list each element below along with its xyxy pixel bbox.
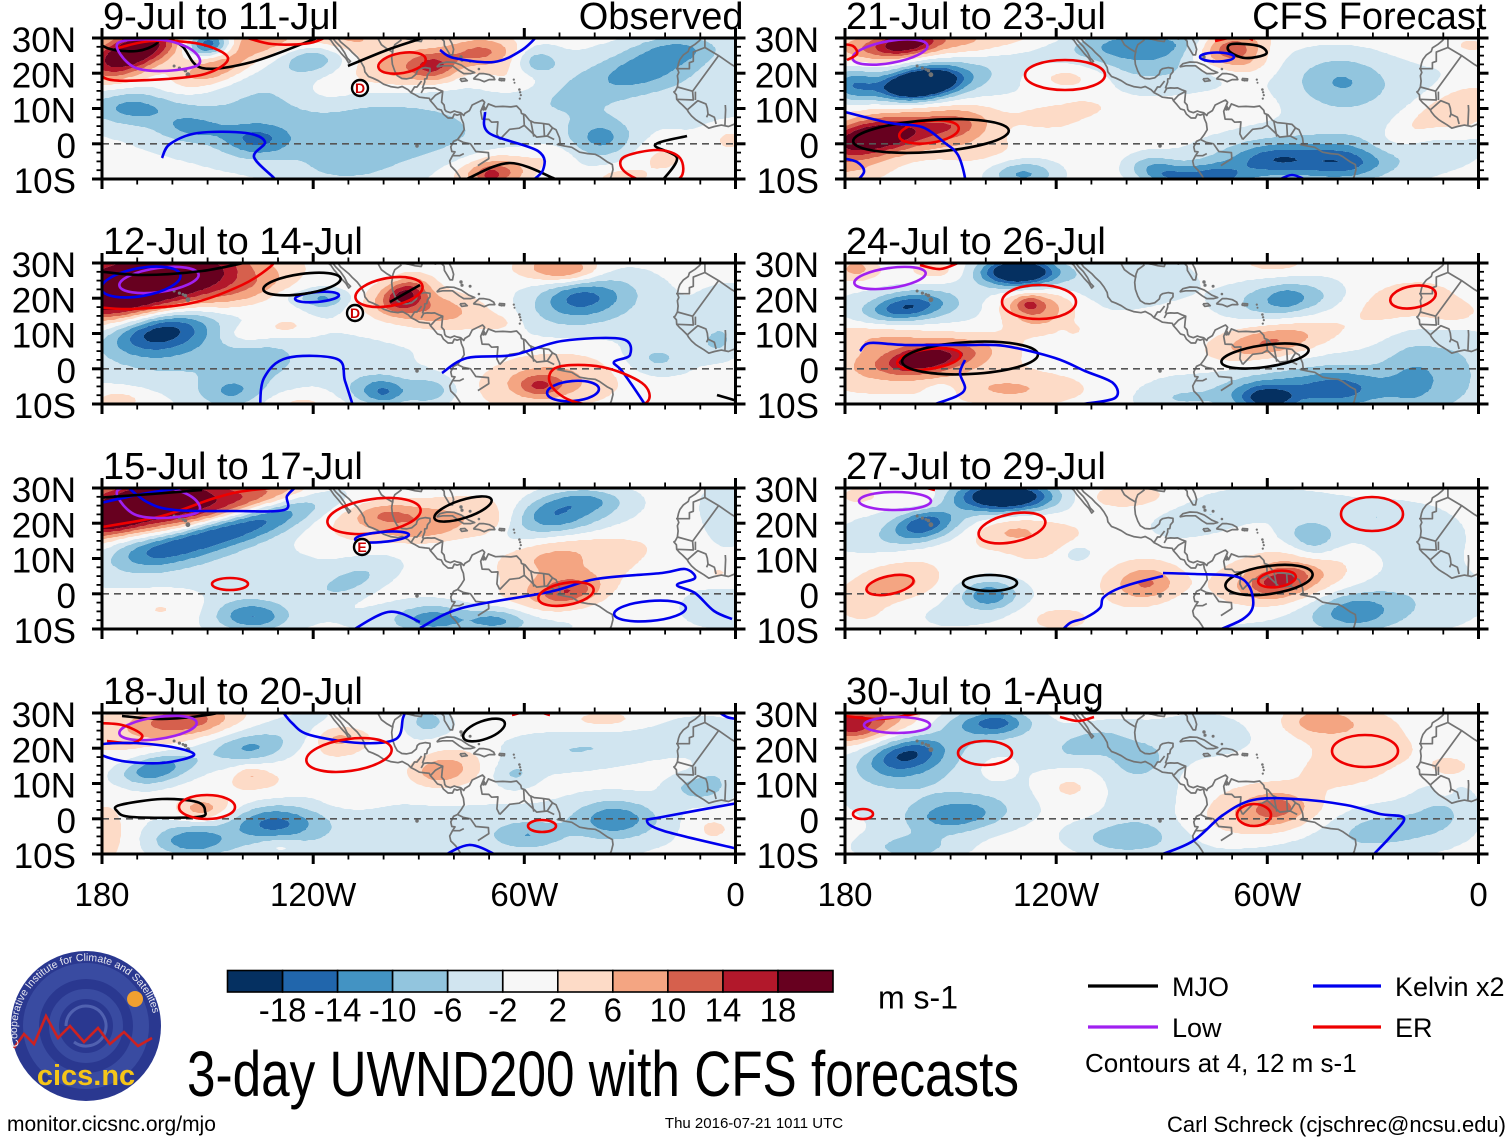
svg-text:21-Jul to 23-Jul: 21-Jul to 23-Jul (846, 0, 1106, 38)
svg-text:2: 2 (549, 992, 567, 1029)
svg-text:-2: -2 (488, 992, 517, 1029)
svg-text:20N: 20N (755, 56, 819, 95)
svg-text:0: 0 (57, 127, 76, 166)
svg-text:Thu 2016-07-21 1011 UTC: Thu 2016-07-21 1011 UTC (665, 1115, 843, 1132)
svg-text:10N: 10N (12, 767, 76, 806)
svg-text:30N: 30N (755, 471, 819, 510)
svg-text:-6: -6 (433, 992, 462, 1029)
svg-text:10S: 10S (14, 162, 76, 201)
svg-text:-14: -14 (314, 992, 362, 1029)
svg-text:24-Jul to 26-Jul: 24-Jul to 26-Jul (846, 221, 1106, 263)
svg-text:-18: -18 (259, 992, 307, 1029)
svg-text:10S: 10S (757, 162, 819, 201)
svg-text:120W: 120W (270, 876, 357, 913)
svg-text:D: D (355, 80, 365, 96)
svg-text:Observed: Observed (579, 0, 744, 38)
svg-text:0: 0 (57, 352, 76, 391)
svg-text:cics.nc: cics.nc (37, 1060, 135, 1092)
svg-text:14: 14 (705, 992, 742, 1029)
svg-text:10N: 10N (755, 317, 819, 356)
svg-text:CFS Forecast: CFS Forecast (1252, 0, 1487, 38)
svg-text:180: 180 (817, 876, 872, 913)
svg-text:0: 0 (800, 127, 819, 166)
svg-text:60W: 60W (490, 876, 559, 913)
svg-text:monitor.cicsnc.org/mjo: monitor.cicsnc.org/mjo (7, 1113, 216, 1136)
svg-text:20N: 20N (12, 56, 76, 95)
svg-text:Low: Low (1172, 1013, 1222, 1043)
svg-text:30N: 30N (12, 696, 76, 735)
svg-text:60W: 60W (1233, 876, 1302, 913)
svg-text:10S: 10S (757, 612, 819, 651)
svg-text:E: E (357, 539, 366, 555)
svg-text:10N: 10N (12, 92, 76, 131)
svg-text:Carl Schreck (cjschrec@ncsu.ed: Carl Schreck (cjschrec@ncsu.edu) (1167, 1112, 1506, 1137)
svg-text:30N: 30N (12, 246, 76, 285)
svg-text:20N: 20N (755, 731, 819, 770)
svg-text:10N: 10N (755, 92, 819, 131)
svg-text:30N: 30N (755, 21, 819, 60)
svg-text:0: 0 (57, 577, 76, 616)
svg-text:30N: 30N (755, 246, 819, 285)
svg-text:10N: 10N (12, 542, 76, 581)
svg-text:10S: 10S (14, 837, 76, 876)
svg-text:20N: 20N (755, 506, 819, 545)
svg-text:0: 0 (726, 876, 744, 913)
svg-text:9-Jul to 11-Jul: 9-Jul to 11-Jul (103, 0, 339, 38)
svg-text:0: 0 (57, 802, 76, 841)
svg-text:30N: 30N (755, 696, 819, 735)
svg-text:Kelvin x2: Kelvin x2 (1395, 972, 1505, 1002)
svg-text:6: 6 (604, 992, 622, 1029)
svg-text:20N: 20N (12, 731, 76, 770)
svg-text:-10: -10 (369, 992, 417, 1029)
svg-text:MJO: MJO (1172, 972, 1229, 1002)
svg-text:3-day UWND200 with CFS forecas: 3-day UWND200 with CFS forecasts (187, 1038, 1019, 1110)
svg-text:10S: 10S (14, 387, 76, 426)
svg-text:12-Jul to 14-Jul: 12-Jul to 14-Jul (103, 221, 363, 263)
svg-text:18: 18 (760, 992, 797, 1029)
svg-text:m s-1: m s-1 (878, 980, 958, 1016)
svg-text:180: 180 (74, 876, 129, 913)
svg-text:30N: 30N (12, 21, 76, 60)
svg-text:30-Jul to 1-Aug: 30-Jul to 1-Aug (846, 671, 1104, 713)
svg-text:15-Jul to 17-Jul: 15-Jul to 17-Jul (103, 446, 363, 488)
svg-text:10: 10 (650, 992, 687, 1029)
svg-text:ER: ER (1395, 1013, 1433, 1043)
svg-text:10N: 10N (755, 767, 819, 806)
svg-text:10S: 10S (757, 387, 819, 426)
svg-text:D: D (350, 305, 360, 321)
svg-text:0: 0 (1469, 876, 1487, 913)
svg-text:0: 0 (800, 352, 819, 391)
svg-text:18-Jul to 20-Jul: 18-Jul to 20-Jul (103, 671, 363, 713)
svg-text:20N: 20N (12, 506, 76, 545)
svg-text:10N: 10N (12, 317, 76, 356)
svg-text:27-Jul to 29-Jul: 27-Jul to 29-Jul (846, 446, 1106, 488)
svg-text:120W: 120W (1013, 876, 1100, 913)
svg-text:Contours at 4, 12 m s-1: Contours at 4, 12 m s-1 (1085, 1048, 1357, 1078)
svg-text:30N: 30N (12, 471, 76, 510)
svg-text:10S: 10S (757, 837, 819, 876)
svg-text:0: 0 (800, 802, 819, 841)
svg-text:20N: 20N (12, 281, 76, 320)
svg-text:20N: 20N (755, 281, 819, 320)
svg-text:10N: 10N (755, 542, 819, 581)
svg-text:0: 0 (800, 577, 819, 616)
svg-text:10S: 10S (14, 612, 76, 651)
